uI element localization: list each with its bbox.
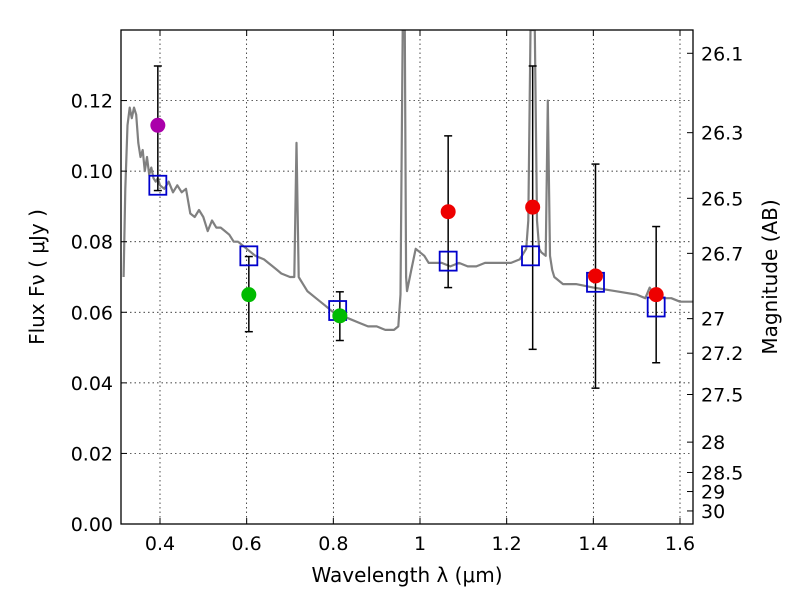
observed-flux-point [525, 199, 541, 215]
x-axis-label: Wavelength λ (μm) [311, 563, 502, 587]
plot-area [122, 30, 693, 389]
observed-flux-point [241, 287, 257, 303]
x-tick-label: 1.4 [578, 533, 608, 555]
y-right-tick-label: 28 [701, 432, 725, 454]
x-tick-label: 0.6 [232, 533, 262, 555]
y-right-tick-label: 26.5 [701, 188, 743, 210]
model-photometry-square [521, 245, 540, 267]
y-tick-label: 0.04 [71, 373, 113, 395]
observed-flux-point [332, 308, 348, 324]
model-photometry-square [438, 250, 458, 272]
y-right-tick-label: 29 [701, 482, 725, 504]
x-tick-label: 1.2 [492, 533, 522, 555]
y-right-tick-label: 26.1 [701, 43, 743, 65]
axes: 0.4 0.6 0.8 1 1.2 1.4 1.6 0.00 0.02 0.04 0.06 0.08 0… [71, 30, 743, 555]
y-tick-label: 0.12 [71, 91, 113, 113]
model-photometry-square [239, 245, 259, 267]
x-tick-label: 1.6 [665, 533, 695, 555]
x-tick-label: 1 [414, 533, 426, 555]
y-tick-label: 0.02 [71, 443, 113, 465]
observed-flux-point [648, 287, 664, 303]
y-right-tick-label: 27 [701, 309, 725, 331]
y-tick-label: 0.06 [71, 302, 113, 324]
y-right-tick-label: 27.5 [701, 385, 743, 407]
y-axis-right-label: Magnitude (AB) [758, 199, 782, 354]
y-right-tick-label: 27.2 [701, 343, 743, 365]
y-tick-label: 0.08 [71, 232, 113, 254]
y-tick-label: 0.10 [71, 161, 113, 183]
observed-flux-point [440, 204, 456, 220]
y-right-tick-label: 30 [701, 501, 725, 523]
observed-flux-point [150, 117, 166, 133]
plot-frame [120, 29, 694, 525]
y-axis-label: Flux Fν ( μJy ) [25, 209, 49, 345]
model-photometry-square [148, 174, 168, 196]
x-tick-label: 0.8 [318, 533, 348, 555]
y-right-tick-label: 28.5 [701, 462, 743, 484]
observed-flux-point [588, 268, 603, 284]
y-tick-label: 0.00 [71, 514, 113, 536]
x-tick-label: 0.4 [145, 533, 175, 555]
y-right-tick-label: 26.3 [701, 123, 743, 145]
y-right-tick-label: 26.7 [701, 243, 743, 265]
